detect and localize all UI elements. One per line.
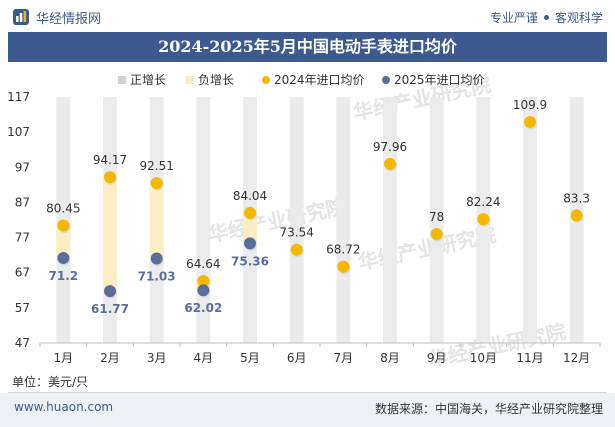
point-2025 (57, 251, 70, 264)
point-2025 (197, 284, 210, 297)
data-label-2024: 78 (429, 210, 444, 224)
x-tick-label: 6月 (287, 351, 307, 365)
point-2024 (57, 219, 70, 232)
point-2024 (384, 157, 396, 170)
x-tick-label: 3月 (147, 351, 167, 365)
x-tick-label: 4月 (194, 351, 214, 365)
data-label-2025: 71.03 (138, 270, 176, 284)
legend-2024-swatch (262, 76, 270, 84)
axes: 47 57 67 77 87 97 107 117 1月 2月 3月 4月 5月 6月 7月 8月 9月 10月 1… (7, 90, 601, 365)
data-label-2024: 84.04 (233, 189, 267, 203)
data-labels: 80.45 94.17 92.51 64.64 84.04 73.54 68.72 97.96… (46, 98, 590, 316)
watermark-text: 华经产业研究院 (206, 194, 348, 247)
data-label-2024: 83.3 (563, 191, 590, 205)
y-tick-label: 67 (15, 266, 30, 280)
data-label-2024: 97.96 (373, 140, 407, 154)
data-label-2025: 61.77 (91, 302, 129, 316)
x-tick-label: 12月 (563, 351, 590, 365)
point-2025 (150, 252, 163, 265)
top-header: 华经情报网 专业严谨 客观科学 (0, 0, 615, 32)
column-background (336, 97, 351, 343)
point-2024 (337, 260, 350, 273)
column-background (429, 97, 444, 343)
legend-decrease-swatch (186, 76, 194, 84)
legend-increase-swatch (118, 76, 126, 84)
data-label-2024: 73.54 (279, 226, 313, 240)
legend: 正增长 负增长 2024年进口均价 2025年进口均价 (118, 73, 485, 87)
y-tick-label: 47 (15, 336, 30, 350)
point-2024 (477, 213, 490, 226)
y-tick-label: 87 (15, 195, 30, 209)
tagline-2: 客观科学 (554, 11, 603, 25)
point-2025 (104, 285, 116, 298)
x-tick-label: 7月 (334, 351, 354, 365)
unit-label: 单位：美元/只 (12, 375, 89, 389)
data-label-2024: 109.9 (513, 98, 547, 112)
data-source: 数据来源：中国海关，华经产业研究院整理 (374, 402, 603, 416)
footer-divider (8, 392, 607, 393)
y-tick-label: 77 (15, 231, 30, 245)
data-points (57, 115, 584, 299)
watermark-text: 华经产业研究院 (426, 319, 568, 372)
point-2024 (430, 228, 443, 241)
legend-2025-label: 2025年进口均价 (394, 73, 485, 87)
point-2024 (524, 115, 536, 128)
x-tick-label: 10月 (470, 351, 497, 365)
title-bar: 2024-2025年5月中国电动手表进口均价 (8, 32, 607, 62)
footer-background (0, 393, 615, 427)
column-background (383, 97, 397, 343)
chart-title: 2024-2025年5月中国电动手表进口均价 (158, 37, 457, 56)
column-background (289, 97, 304, 343)
brand-name: 华经情报网 (36, 11, 102, 27)
point-2025 (244, 237, 256, 250)
x-tick-label: 1月 (54, 351, 74, 365)
point-2024 (197, 275, 210, 288)
x-tick-label: 2月 (100, 351, 120, 365)
y-tick-label: 117 (7, 90, 30, 104)
data-label-2025: 75.36 (231, 254, 269, 268)
x-tick-label: 9月 (427, 351, 447, 365)
footer-site: www.huaon.com (14, 400, 114, 414)
brand: 华经情报网 (12, 8, 102, 27)
data-label-2024: 80.45 (46, 201, 80, 215)
data-label-2024: 94.17 (93, 153, 127, 167)
point-2024 (104, 171, 116, 184)
point-2024 (290, 243, 303, 256)
point-2024 (150, 177, 163, 190)
tagline: 专业严谨 客观科学 (490, 9, 603, 26)
point-2024 (570, 209, 583, 222)
data-label-2024: 64.64 (186, 257, 220, 271)
point-2024 (244, 206, 256, 219)
legend-2025-swatch (382, 76, 390, 84)
legend-increase-label: 正增长 (130, 73, 166, 87)
chart: 华经产业研究院华经产业研究院华经产业研究院华经产业研究院www.huaon.co… (7, 72, 601, 372)
decrease-band (56, 225, 71, 258)
tagline-dot-icon (543, 15, 549, 20)
legend-decrease-label: 负增长 (198, 73, 234, 87)
y-tick-label: 107 (7, 125, 30, 139)
x-tick-label: 11月 (516, 351, 543, 365)
column-background (523, 97, 537, 343)
decrease-band (149, 183, 164, 259)
data-label-2024: 92.51 (139, 159, 173, 173)
data-label-2025: 62.02 (184, 301, 222, 315)
data-label-2024: 82.24 (466, 195, 500, 209)
legend-2024-label: 2024年进口均价 (274, 73, 365, 87)
brand-logo-icon (13, 9, 29, 25)
decrease-band (103, 177, 117, 292)
y-tick-label: 97 (15, 160, 30, 174)
tagline-1: 专业严谨 (489, 11, 538, 25)
data-label-2025: 71.2 (49, 269, 79, 283)
decrease-band (243, 212, 257, 244)
data-label-2024: 68.72 (326, 243, 360, 257)
y-tick-label: 57 (15, 301, 30, 315)
x-tick-label: 5月 (240, 351, 260, 365)
x-tick-label: 8月 (380, 351, 400, 365)
